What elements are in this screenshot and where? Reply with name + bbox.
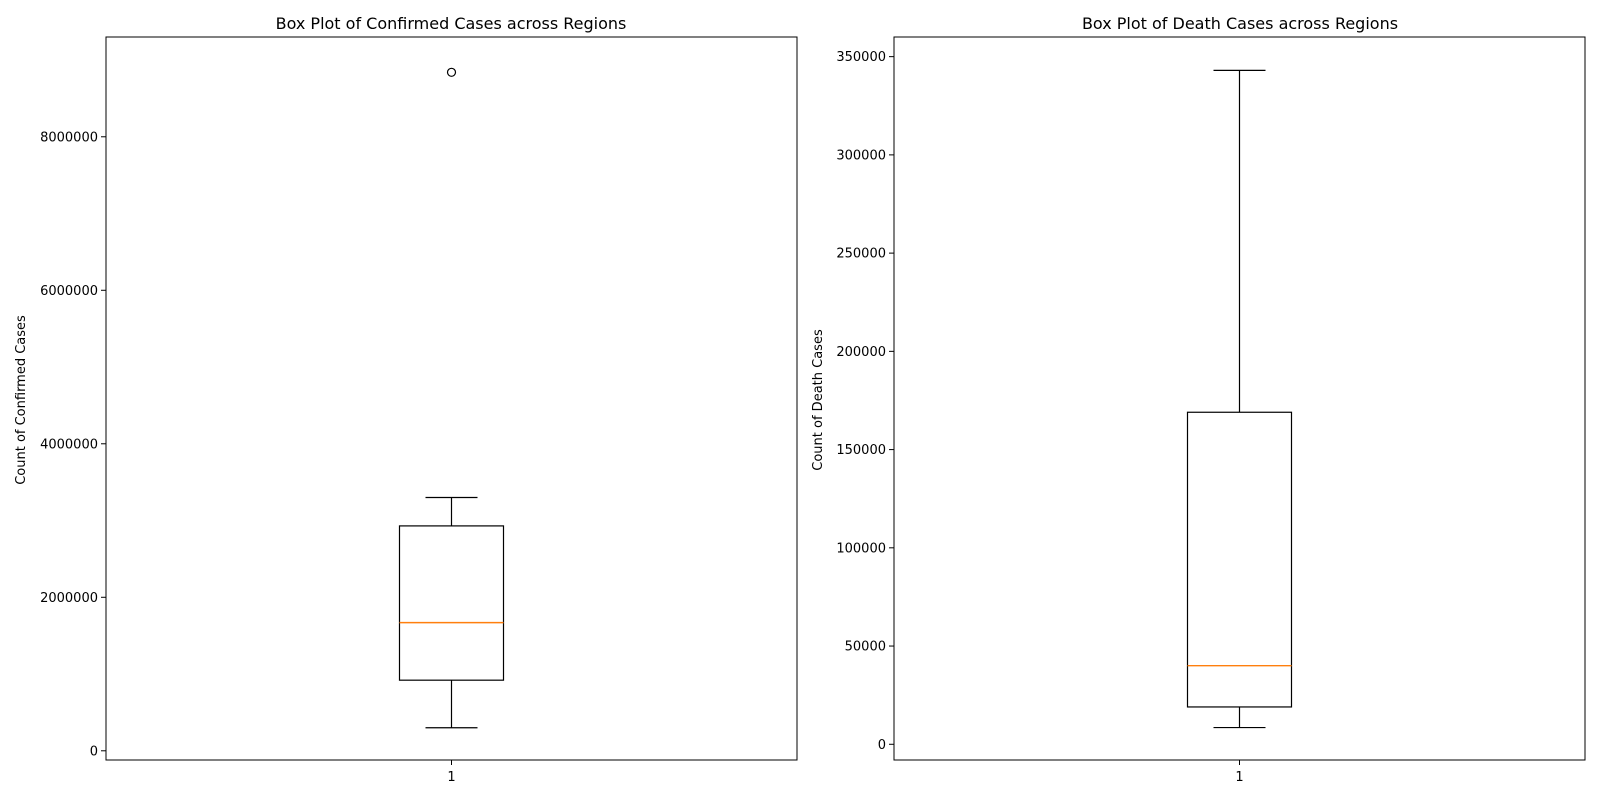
y-tick-label: 8000000: [40, 130, 98, 145]
confirmed-cases-panel: Box Plot of Confirmed Cases across Regio…: [14, 14, 798, 785]
outlier-point: [446, 67, 457, 77]
iqr-box: [398, 525, 505, 681]
y-tick-label: 0: [90, 744, 98, 759]
y-tick-label: 350000: [836, 50, 886, 65]
y-tick-label: 6000000: [40, 284, 98, 299]
y-tick-label: 50000: [845, 640, 886, 655]
y-tick-label: 2000000: [40, 591, 98, 606]
chart-title: Box Plot of Confirmed Cases across Regio…: [276, 14, 627, 33]
y-tick-label: 150000: [836, 443, 886, 458]
x-tick-label: 1: [447, 770, 455, 785]
plot-area-frame: [105, 36, 798, 761]
death-cases-panel: Box Plot of Death Cases across Regions C…: [811, 14, 1586, 785]
y-tick-label: 200000: [836, 345, 886, 360]
chart-title: Box Plot of Death Cases across Regions: [1082, 14, 1398, 33]
y-tick-label: 250000: [836, 247, 886, 262]
x-tick-label: 1: [1235, 770, 1243, 785]
y-axis-label: Count of Confirmed Cases: [14, 315, 29, 485]
y-tick-label: 100000: [836, 541, 886, 556]
y-axis-label: Count of Death Cases: [811, 329, 826, 471]
iqr-box: [1186, 411, 1293, 708]
y-tick-label: 4000000: [40, 437, 98, 452]
y-tick-label: 0: [878, 738, 886, 753]
y-tick-label: 300000: [836, 148, 886, 163]
